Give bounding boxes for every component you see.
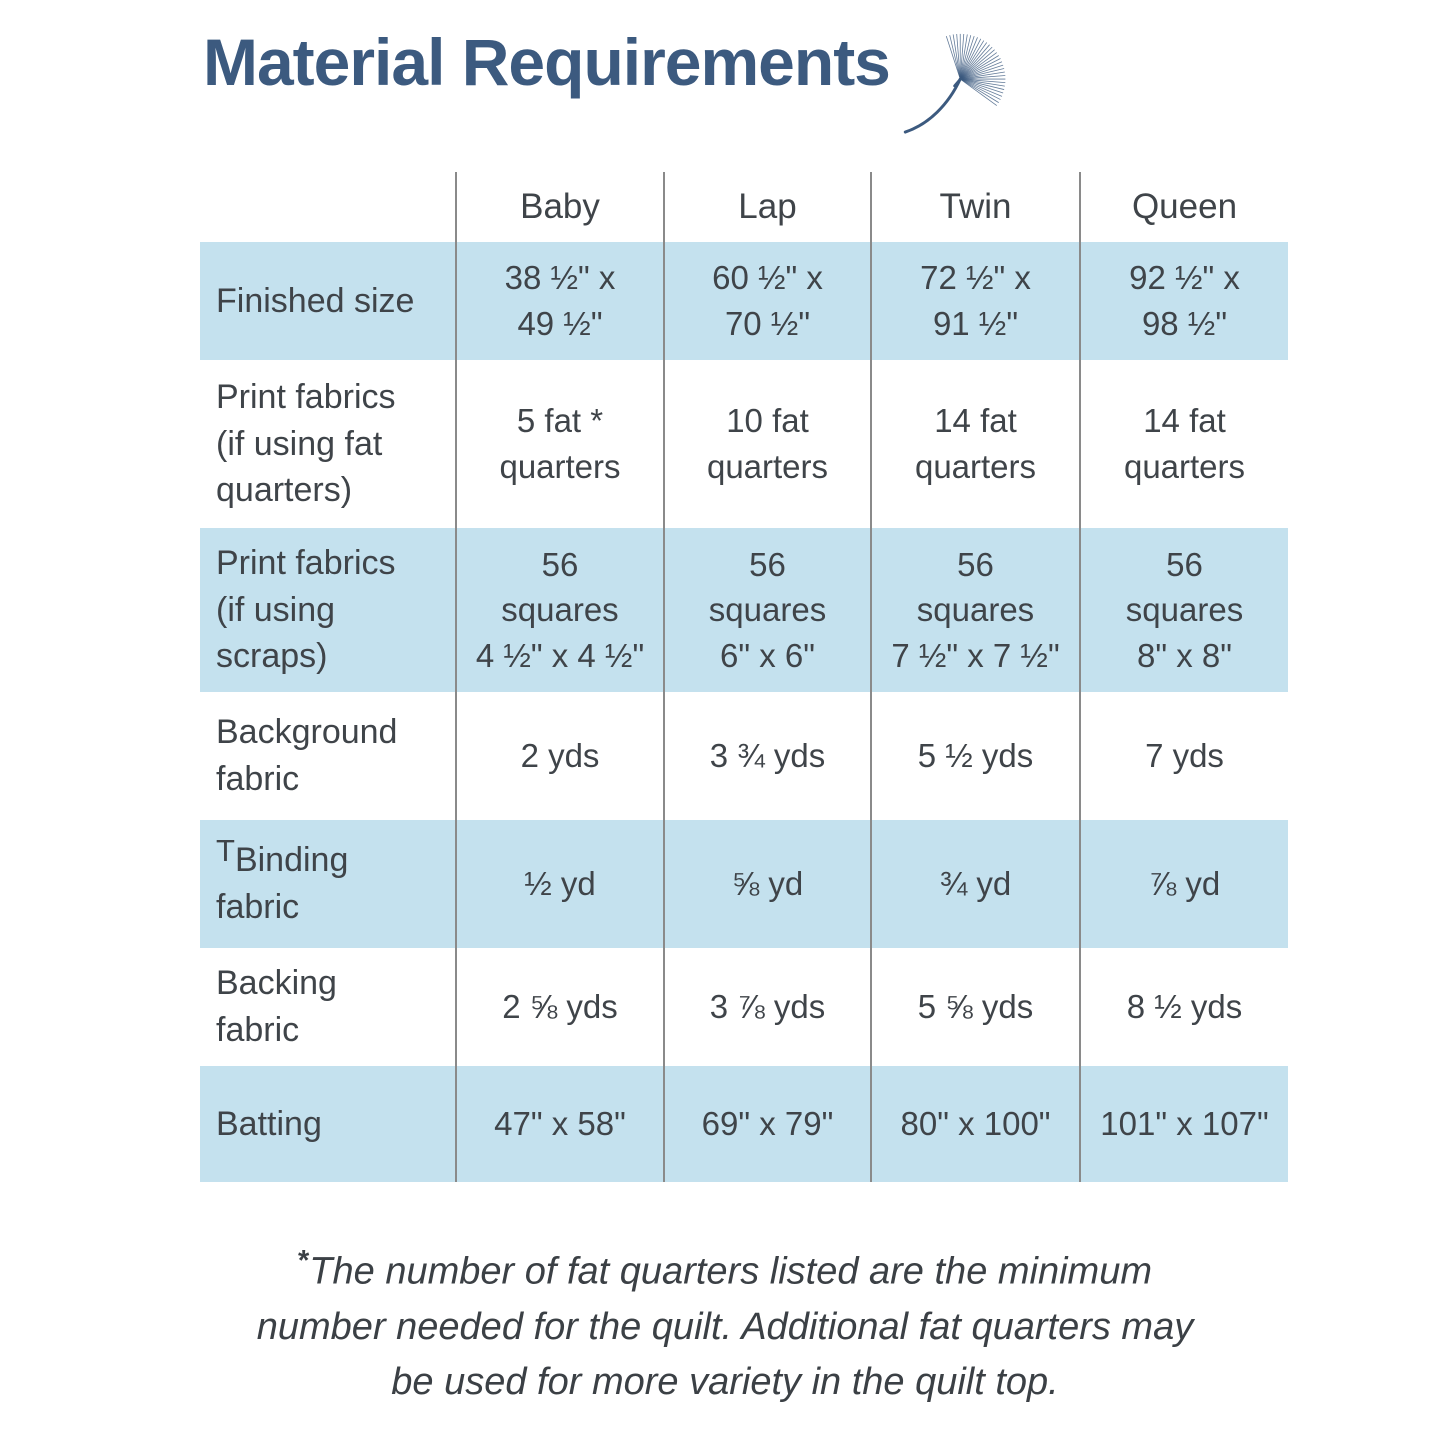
row-label-finished-size: Finished size: [200, 242, 455, 360]
header: Material Requirements: [203, 26, 1450, 136]
cell-backing-baby: 2 ⅝ yds: [455, 948, 663, 1066]
cell-print-scraps-baby: 56 squares 4 ½" x 4 ½": [455, 528, 663, 692]
dandelion-seed-icon: [903, 33, 1006, 134]
footnote: *The number of fat quarters listed are t…: [0, 1240, 1450, 1410]
cell-backing-queen: 8 ½ yds: [1079, 948, 1288, 1066]
cell-print-scraps-twin: 56 squares 7 ½" x 7 ½": [870, 528, 1079, 692]
row-label-print-fabrics-scraps: Print fabrics (if using scraps): [200, 528, 455, 692]
row-label-binding-fabric: TBinding fabric: [200, 820, 455, 948]
cell-print-scraps-queen: 56 squares 8" x 8": [1079, 528, 1288, 692]
cell-batting-baby: 47" x 58": [455, 1066, 663, 1182]
page-title: Material Requirements: [203, 25, 891, 99]
cell-backing-lap: 3 ⅞ yds: [663, 948, 870, 1066]
cell-binding-lap: ⅝ yd: [663, 820, 870, 948]
cell-batting-lap: 69" x 79": [663, 1066, 870, 1182]
cell-background-queen: 7 yds: [1079, 692, 1288, 820]
row-label-backing-fabric: Backing fabric: [216, 964, 337, 1049]
cell-background-baby: 2 yds: [455, 692, 663, 820]
materials-table: Baby Lap Twin Queen Finished size 38 ½" …: [200, 172, 1450, 1182]
cell-batting-queen: 101" x 107": [1079, 1066, 1288, 1182]
page: { "title": "Material Requirements", "ico…: [0, 26, 1450, 1436]
cell-backing-twin: 5 ⅝ yds: [870, 948, 1079, 1066]
cell-print-fat-quarters-lap: 10 fat quarters: [663, 360, 870, 528]
row-label-batting: Batting: [200, 1066, 455, 1182]
cell-batting-twin: 80" x 100": [870, 1066, 1079, 1182]
column-header-lap: Lap: [663, 172, 870, 242]
cell-background-twin: 5 ½ yds: [870, 692, 1079, 820]
cell-finished-size-lap: 60 ½" x 70 ½": [663, 242, 870, 360]
cell-background-lap: 3 ¾ yds: [663, 692, 870, 820]
stray-t-artifact: T: [216, 833, 235, 869]
cell-print-fat-quarters-baby: 5 fat * quarters: [455, 360, 663, 528]
row-label-print-fabrics-fat-quarters: Print fabrics (if using fat quarters): [216, 377, 396, 510]
cell-print-scraps-lap: 56 squares 6" x 6": [663, 528, 870, 692]
cell-print-fat-quarters-twin: 14 fat quarters: [870, 360, 1079, 528]
column-header-baby: Baby: [455, 172, 663, 242]
row-label-background-fabric: Background fabric: [216, 713, 398, 798]
column-header-queen: Queen: [1079, 172, 1288, 242]
corner-cell: [200, 172, 455, 242]
cell-print-fat-quarters-queen: 14 fat quarters: [1079, 360, 1288, 528]
cell-binding-queen: ⅞ yd: [1079, 820, 1288, 948]
column-header-twin: Twin: [870, 172, 1079, 242]
footnote-text: The number of fat quarters listed are th…: [256, 1250, 1194, 1403]
cell-binding-twin: ¾ yd: [870, 820, 1079, 948]
cell-finished-size-queen: 92 ½" x 98 ½": [1079, 242, 1288, 360]
cell-finished-size-baby: 38 ½" x 49 ½": [455, 242, 663, 360]
cell-binding-baby: ½ yd: [455, 820, 663, 948]
footnote-asterisk: *: [298, 1245, 310, 1277]
cell-finished-size-twin: 72 ½" x 91 ½": [870, 242, 1079, 360]
